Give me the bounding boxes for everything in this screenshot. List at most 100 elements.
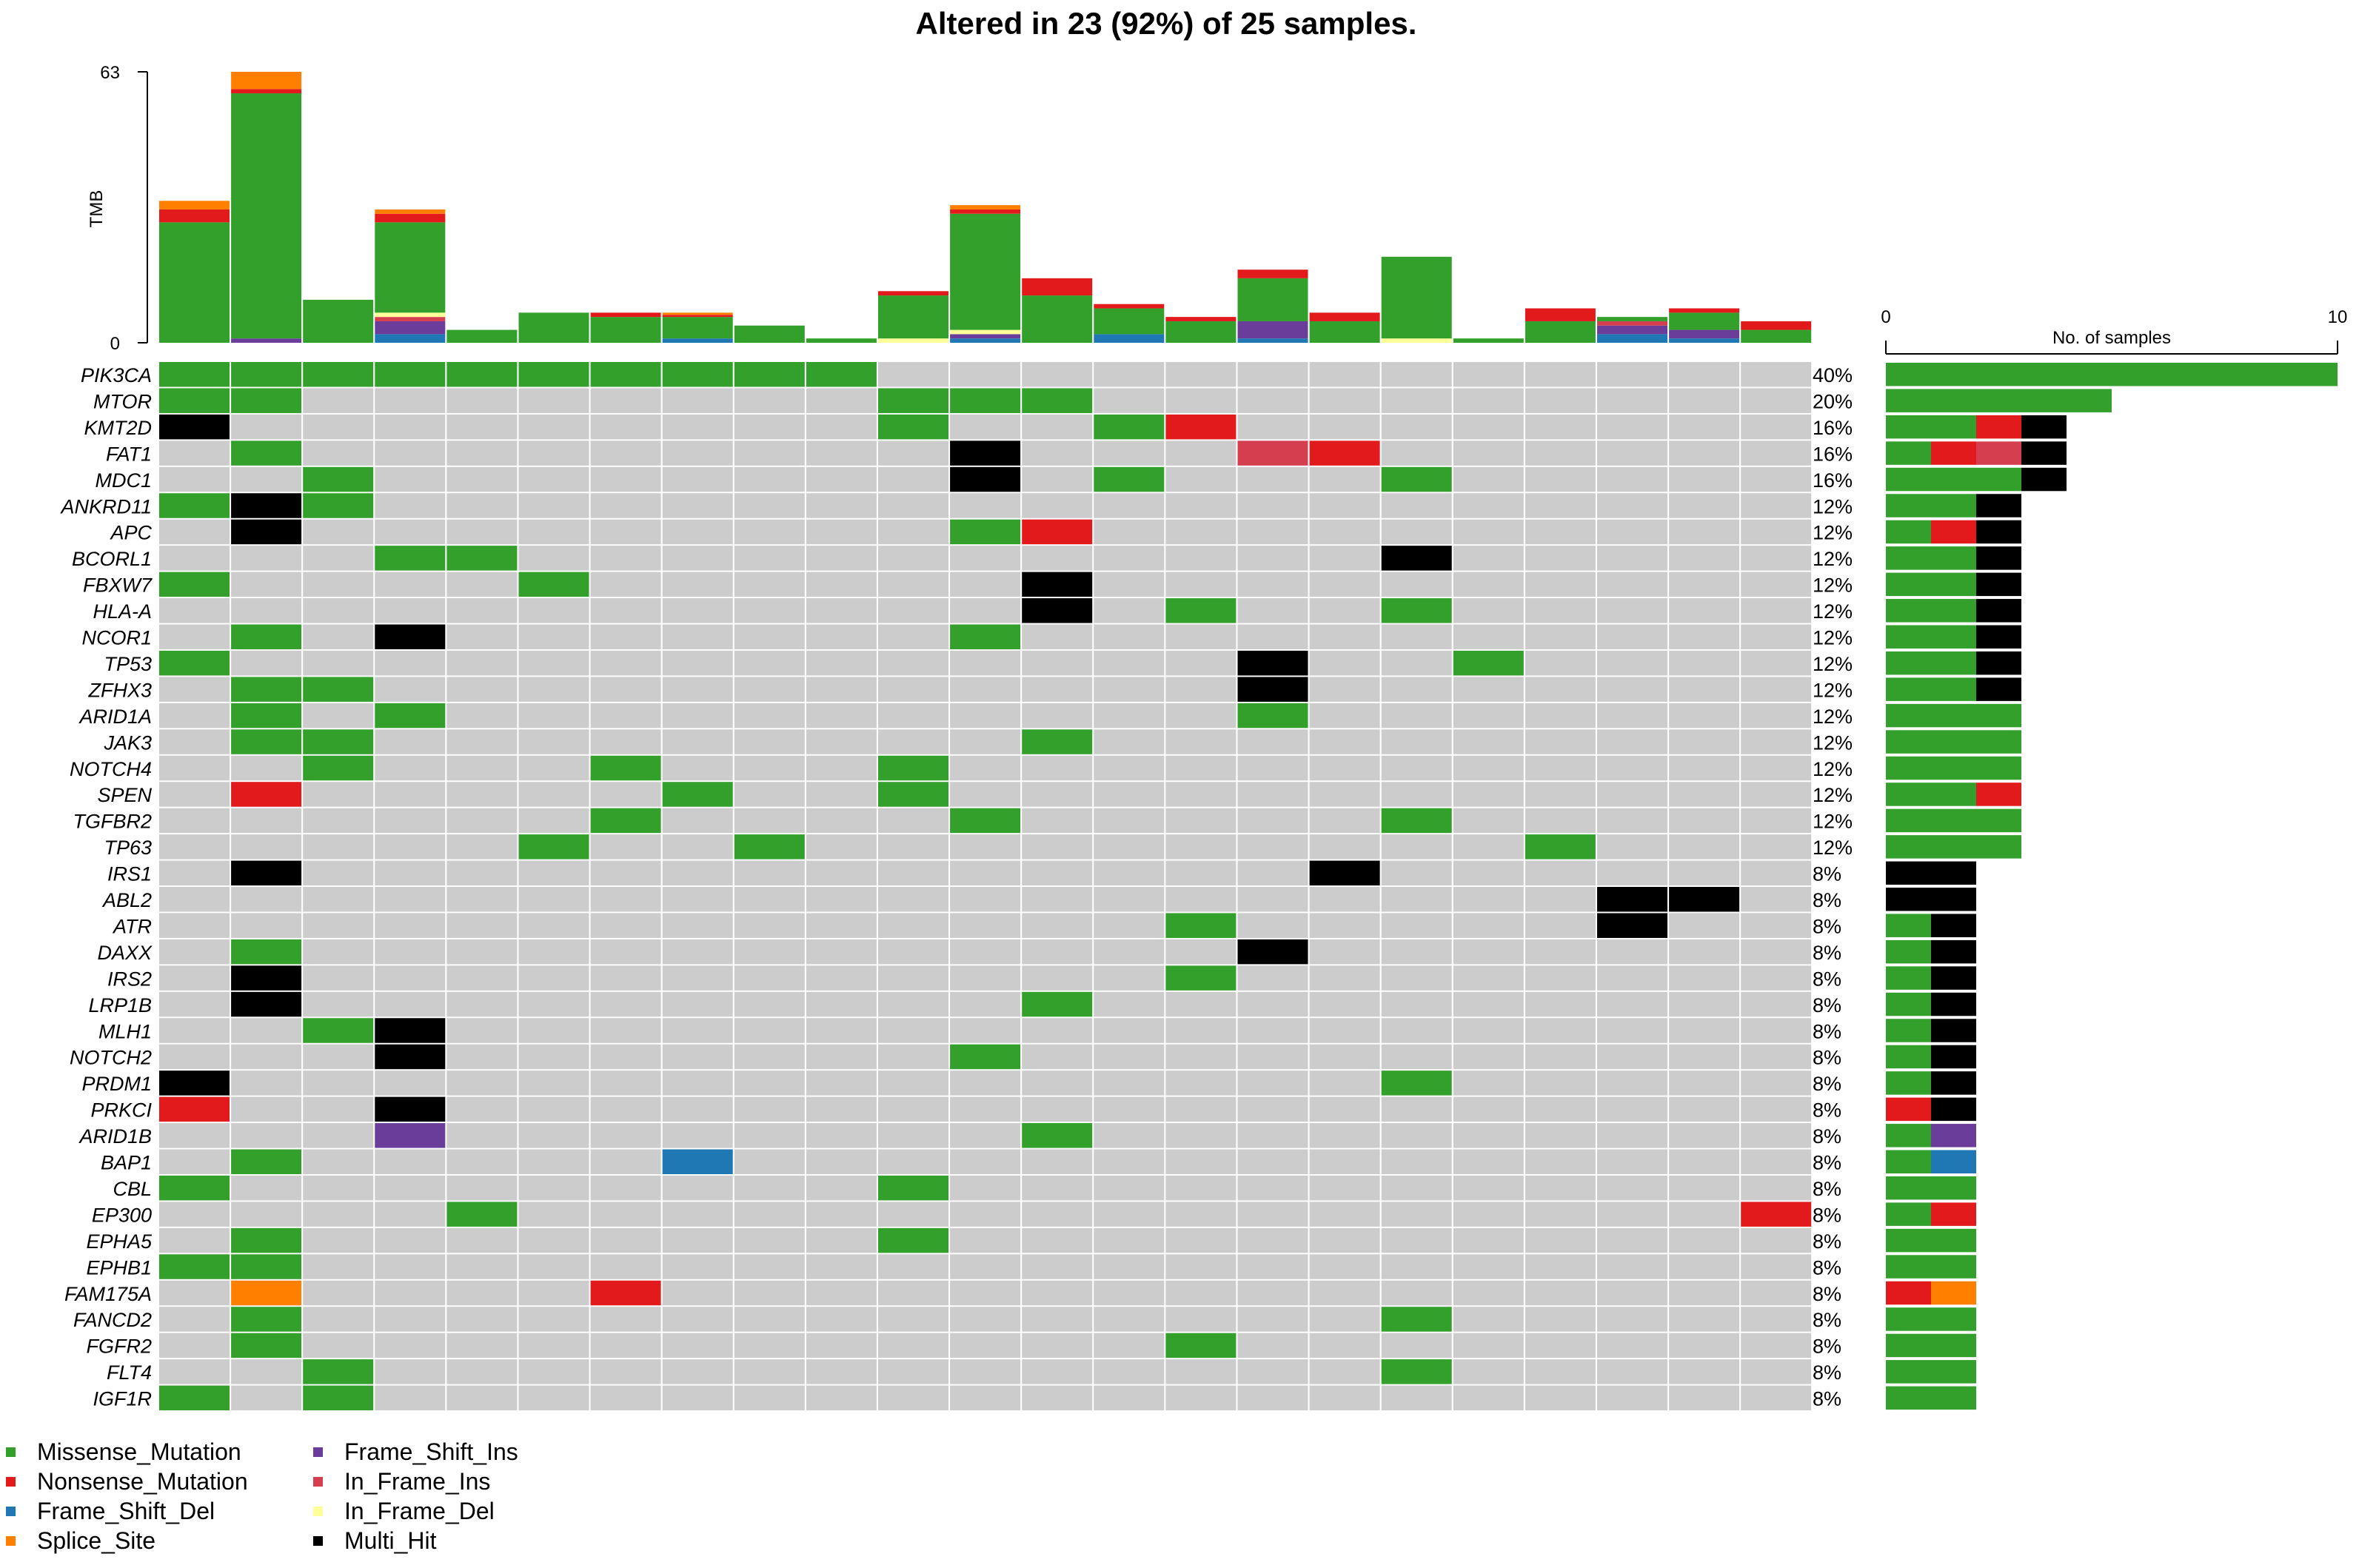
side-bar-prkci-nonsense-mutation — [1886, 1097, 1931, 1122]
side-bar-notch4-missense-mutation — [1886, 756, 2021, 780]
cell-fancd2-s8 — [662, 1307, 733, 1332]
cell-epha5-s4 — [375, 1227, 446, 1253]
cell-notch4-s12 — [950, 755, 1021, 781]
cell-arid1b-s7 — [590, 1123, 661, 1148]
gene-label-zfhx3: ZFHX3 — [87, 679, 152, 701]
cell-fbxw7-s6 — [518, 572, 589, 597]
cell-fgfr2-s16 — [1237, 1333, 1308, 1358]
cell-tp63-s1 — [159, 834, 230, 860]
cell-notch2-s16 — [1237, 1044, 1308, 1070]
legend-swatch-frame-shift-del — [6, 1507, 16, 1516]
cell-arid1b-s16 — [1237, 1123, 1308, 1148]
cell-jak3-s15 — [1165, 729, 1237, 754]
cell-jak3-s9 — [734, 729, 805, 754]
legend-swatch-frame-shift-ins — [313, 1447, 323, 1457]
tmb-bar-s14-frame-shift-del — [1094, 334, 1165, 343]
gene-label-pik3ca: PIK3CA — [81, 364, 152, 386]
tmb-bar-s23-nonsense-mutation — [1741, 321, 1812, 330]
cell-bcorl1-s12 — [950, 546, 1021, 571]
cell-flt4-s7 — [590, 1359, 661, 1384]
cell-irs2-s18 — [1381, 965, 1452, 991]
cell-fbxw7-s10 — [806, 572, 877, 597]
tmb-bar-s2-frame-shift-ins — [231, 338, 302, 343]
legend-label-nonsense-mutation: Nonsense_Mutation — [37, 1468, 248, 1495]
cell-notch2-s17 — [1309, 1044, 1380, 1070]
cell-mlh1-s19 — [1453, 1018, 1524, 1043]
cell-fancd2-s16 — [1237, 1307, 1308, 1332]
cell-abl2-s18 — [1381, 887, 1452, 912]
cell-notch4-s2 — [231, 755, 302, 781]
legend-swatch-multi-hit — [313, 1536, 323, 1546]
side-bar-fat1-multi-hit — [2021, 441, 2067, 465]
cell-pik3ca-s17 — [1309, 362, 1380, 387]
cell-pik3ca-s11 — [878, 362, 948, 387]
cell-irs1-s6 — [518, 860, 589, 886]
cell-epha5-s12 — [950, 1227, 1021, 1253]
cell-lrp1b-s10 — [806, 991, 877, 1017]
cell-ankrd11-s8 — [662, 493, 733, 518]
cell-ep300-s16 — [1237, 1202, 1308, 1227]
cell-ankrd11-s20 — [1525, 493, 1596, 518]
cell-tp53-s1 — [159, 650, 230, 676]
cell-bap1-s21 — [1597, 1149, 1667, 1174]
tmb-bar-s14-missense-mutation — [1094, 308, 1165, 335]
cell-spen-s4 — [375, 782, 446, 807]
cell-fbxw7-s14 — [1094, 572, 1165, 597]
cell-zfhx3-s5 — [446, 677, 518, 702]
cell-fam175a-s20 — [1525, 1280, 1596, 1306]
legend-label-missense-mutation: Missense_Mutation — [37, 1438, 241, 1465]
cell-tp53-s13 — [1022, 650, 1093, 676]
cell-epha5-s5 — [446, 1227, 518, 1253]
cell-hla-a-s20 — [1525, 598, 1596, 623]
side-bar-irs2-missense-mutation — [1886, 966, 1931, 990]
cell-fat1-s19 — [1453, 440, 1524, 466]
cell-atr-s15 — [1165, 913, 1237, 938]
cell-ncor1-s13 — [1022, 624, 1093, 649]
cell-tp63-s2 — [231, 834, 302, 860]
cell-daxx-s21 — [1597, 939, 1667, 965]
cell-fbxw7-s15 — [1165, 572, 1237, 597]
cell-atr-s2 — [231, 913, 302, 938]
cell-tgfbr2-s11 — [878, 808, 948, 834]
pct-label-arid1b: 8% — [1813, 1125, 1841, 1147]
cell-mlh1-s16 — [1237, 1018, 1308, 1043]
cell-ep300-s12 — [950, 1202, 1021, 1227]
cell-notch2-s2 — [231, 1044, 302, 1070]
cell-prdm1-s10 — [806, 1071, 877, 1096]
cell-fancd2-s9 — [734, 1307, 805, 1332]
cell-hla-a-s5 — [446, 598, 518, 623]
cell-kmt2d-s9 — [734, 414, 805, 440]
cell-jak3-s10 — [806, 729, 877, 754]
cell-mtor-s19 — [1453, 388, 1524, 413]
cell-mtor-s6 — [518, 388, 589, 413]
cell-fat1-s21 — [1597, 440, 1667, 466]
cell-atr-s9 — [734, 913, 805, 938]
gene-label-notch2: NOTCH2 — [70, 1047, 152, 1069]
cell-atr-s7 — [590, 913, 661, 938]
cell-fancd2-s13 — [1022, 1307, 1093, 1332]
cell-abl2-s14 — [1094, 887, 1165, 912]
cell-ephb1-s2 — [231, 1254, 302, 1279]
cell-hla-a-s6 — [518, 598, 589, 623]
tmb-bar-s21-frame-shift-del — [1597, 334, 1667, 343]
cell-prkci-s16 — [1237, 1096, 1308, 1122]
cell-tp53-s8 — [662, 650, 733, 676]
cell-igf1r-s3 — [303, 1385, 374, 1411]
cell-ncor1-s7 — [590, 624, 661, 649]
cell-jak3-s18 — [1381, 729, 1452, 754]
cell-mdc1-s13 — [1022, 466, 1093, 492]
cell-zfhx3-s10 — [806, 677, 877, 702]
cell-prdm1-s20 — [1525, 1071, 1596, 1096]
cell-notch4-s14 — [1094, 755, 1165, 781]
cell-kmt2d-s10 — [806, 414, 877, 440]
cell-zfhx3-s4 — [375, 677, 446, 702]
tmb-bar-s2-missense-mutation — [231, 93, 302, 339]
cell-bap1-s2 — [231, 1149, 302, 1174]
pct-label-pik3ca: 40% — [1813, 364, 1853, 386]
cell-arid1a-s19 — [1453, 703, 1524, 728]
cell-ephb1-s12 — [950, 1254, 1021, 1279]
cell-daxx-s20 — [1525, 939, 1596, 965]
cell-ncor1-s23 — [1741, 624, 1812, 649]
cell-tp63-s12 — [950, 834, 1021, 860]
cell-fancd2-s18 — [1381, 1307, 1452, 1332]
